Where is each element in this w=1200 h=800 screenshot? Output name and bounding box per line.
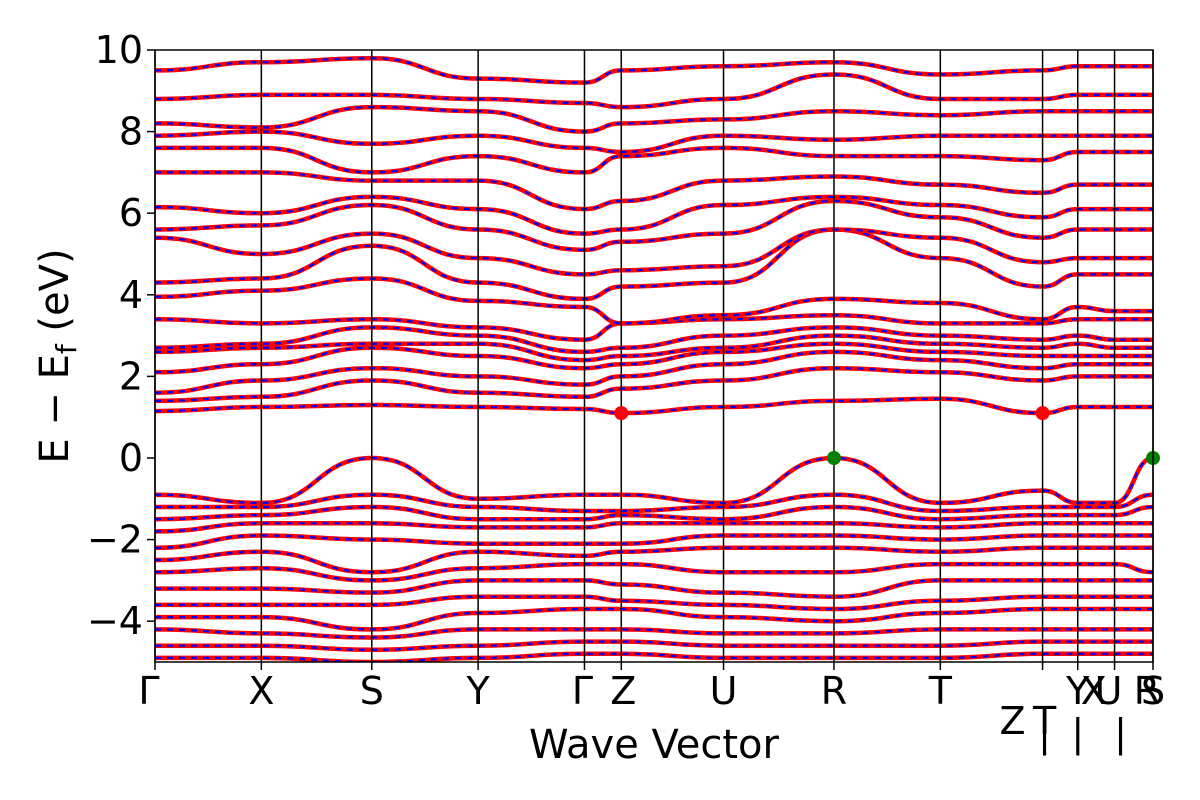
plot-frame: [154, 49, 1154, 663]
x-tick-label: X: [1081, 669, 1107, 713]
band-line-up: [155, 104, 1153, 134]
band-line-down: [155, 652, 1153, 662]
y-tick-label: 2: [119, 354, 143, 398]
band-line-up: [155, 170, 1153, 212]
band-line-up: [155, 578, 1153, 599]
band-line-down: [155, 195, 1153, 235]
high-symmetry-lines: [154, 50, 1154, 662]
x-tick-label: Γ: [138, 669, 159, 713]
band-line-up: [155, 594, 1153, 612]
cbm-marker: [614, 406, 629, 421]
x-tick-label: Γ: [572, 669, 593, 713]
x-tick-label: Z: [1000, 699, 1026, 743]
band-line-up: [155, 651, 1153, 662]
x-tick-label: |: [1038, 711, 1051, 756]
band-line-down: [155, 628, 1153, 639]
x-tick-label: S: [1141, 669, 1165, 713]
band-line-down: [155, 326, 1153, 354]
x-axis-title: Wave Vector: [529, 722, 780, 768]
band-line-down: [155, 595, 1153, 611]
x-tick-label: X: [248, 669, 274, 713]
band-line-up: [155, 72, 1153, 110]
vbm-marker: [826, 451, 841, 465]
band-line-up: [155, 639, 1153, 653]
band-line-down: [155, 546, 1153, 574]
x-tick-label: Y: [1065, 669, 1090, 713]
band-line-down: [155, 334, 1153, 362]
y-tick-label: 10: [95, 28, 143, 72]
band-line-down: [155, 505, 1153, 521]
x-tick-label: |: [1114, 711, 1127, 756]
band-line-up: [155, 145, 1153, 175]
band-line-up: [155, 561, 1153, 583]
cbm-marker: [1035, 406, 1050, 421]
band-line-down: [155, 562, 1153, 582]
y-tick-label: 6: [119, 191, 143, 235]
band-line-up: [155, 312, 1153, 342]
band-line-up: [155, 276, 1153, 326]
band-line-down: [155, 456, 1153, 505]
x-tick-label: U: [710, 669, 738, 713]
y-tick-label: 4: [119, 273, 143, 317]
band-line-down: [155, 640, 1153, 651]
band-lines: [155, 55, 1153, 662]
y-axis-title-subscript: f: [50, 343, 83, 354]
y-axis-title-main: E − E: [32, 354, 78, 464]
band-line-down: [155, 57, 1153, 84]
band-line-down: [155, 130, 1153, 154]
y-tick-label: −2: [87, 518, 143, 562]
band-line-down: [155, 228, 1153, 301]
band-line-down: [155, 73, 1153, 109]
x-tick-label: U: [1095, 669, 1123, 713]
band-line-down: [155, 350, 1153, 394]
x-tick-label: T: [1032, 699, 1057, 743]
y-axis-title-unit: (eV): [32, 248, 78, 344]
band-line-down: [155, 199, 1153, 252]
x-tick-label: S: [360, 669, 384, 713]
band-line-down: [155, 522, 1153, 533]
x-tick-label: Y: [466, 669, 491, 713]
band-line-down: [155, 146, 1153, 174]
y-tick-label: 0: [119, 436, 143, 480]
band-line-up: [155, 606, 1153, 632]
x-axis-ticks: Γ X S Y Γ Z U R TZ T|Y|XU|RS: [138, 662, 1165, 756]
band-line-down: [155, 493, 1153, 513]
band-line-up: [155, 521, 1153, 534]
band-line-down: [155, 342, 1153, 374]
x-tick-label: T: [928, 669, 953, 713]
x-tick-label: |: [1071, 711, 1084, 756]
x-tick-label: R: [1134, 669, 1160, 713]
band-line-down: [155, 579, 1153, 598]
y-axis-ticks: −4 −2 0 2 4 6 8 10: [87, 28, 155, 643]
band-line-down: [155, 397, 1153, 415]
band-line-up: [155, 533, 1153, 551]
band-line-down: [155, 228, 1153, 276]
y-tick-label: −4: [87, 599, 143, 643]
band-line-down: [155, 534, 1153, 549]
band-line-down: [155, 171, 1153, 211]
x-tick-label: R: [821, 669, 847, 713]
extremum-markers: [614, 406, 1160, 465]
y-axis-title: E − Ef (eV): [32, 248, 83, 463]
band-line-down: [155, 607, 1153, 631]
band-line-up: [155, 194, 1153, 236]
band-line-down: [155, 367, 1153, 402]
band-line-down: [155, 105, 1153, 133]
band-line-down: [155, 314, 1153, 341]
band-line-up: [155, 627, 1153, 640]
x-tick-label: Z: [610, 669, 636, 713]
y-tick-label: 8: [119, 110, 143, 154]
